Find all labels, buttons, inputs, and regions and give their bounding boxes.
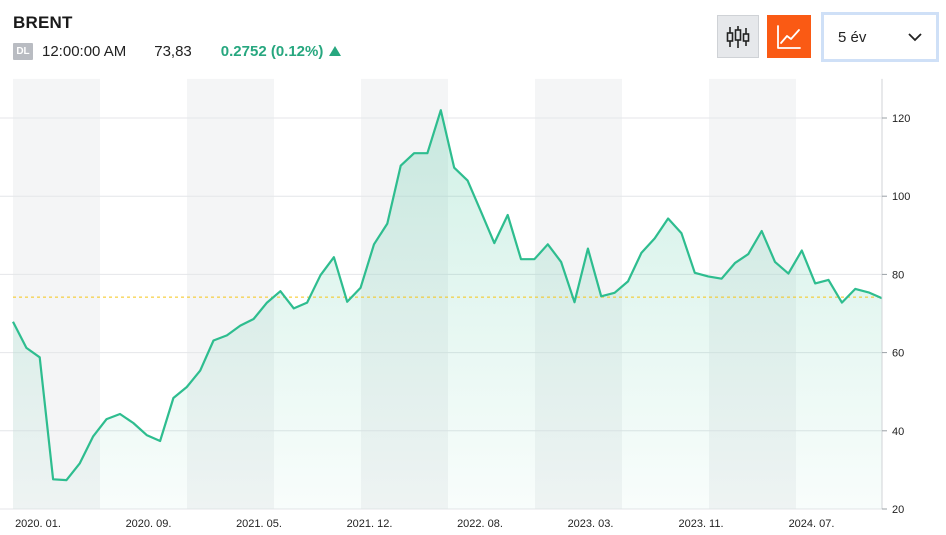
y-tick-label: 120 bbox=[892, 113, 910, 125]
y-tick-label: 40 bbox=[892, 426, 904, 438]
line-chart-icon bbox=[777, 24, 801, 49]
x-tick-label: 2024. 07. bbox=[789, 518, 835, 530]
candlestick-chart-button[interactable] bbox=[717, 15, 759, 58]
candlestick-icon bbox=[726, 25, 750, 48]
period-select[interactable]: 5 év bbox=[821, 12, 939, 62]
line-chart-button[interactable] bbox=[767, 15, 811, 58]
period-selected-value: 5 év bbox=[838, 28, 867, 46]
price-change: 0.2752 (0.12%) bbox=[220, 42, 324, 60]
price-info-row: DL 12:00:00 AM 73,83 0.2752 (0.12%) bbox=[13, 41, 342, 61]
price-line bbox=[12, 109, 883, 482]
x-tick-label: 2022. 08. bbox=[457, 518, 503, 530]
y-tick-label: 100 bbox=[892, 191, 910, 203]
instrument-title: BRENT bbox=[13, 13, 73, 32]
price-area bbox=[13, 110, 882, 509]
quote-time: 12:00:00 AM bbox=[42, 42, 127, 60]
last-price: 73,83 bbox=[154, 42, 192, 60]
y-tick-label: 60 bbox=[892, 348, 904, 360]
x-tick-label: 2023. 03. bbox=[568, 518, 614, 530]
x-tick-label: 2021. 12. bbox=[347, 518, 393, 530]
y-tick-label: 20 bbox=[892, 504, 904, 516]
x-tick-label: 2020. 01. bbox=[15, 518, 61, 530]
chevron-down-icon bbox=[908, 32, 922, 42]
x-tick-label: 2023. 11. bbox=[678, 518, 723, 530]
y-tick-label: 80 bbox=[892, 269, 904, 281]
delayed-badge: DL bbox=[13, 42, 33, 60]
x-axis-ticks: 2020. 01. 2020. 09. 2021. 05. 2021. 12. 2022… bbox=[15, 518, 834, 530]
y-axis-ticks: 20 40 60 80 100 120 bbox=[882, 113, 910, 516]
x-tick-label: 2020. 09. bbox=[126, 518, 172, 530]
x-tick-label: 2021. 05. bbox=[236, 518, 282, 530]
up-arrow-icon bbox=[329, 45, 342, 56]
